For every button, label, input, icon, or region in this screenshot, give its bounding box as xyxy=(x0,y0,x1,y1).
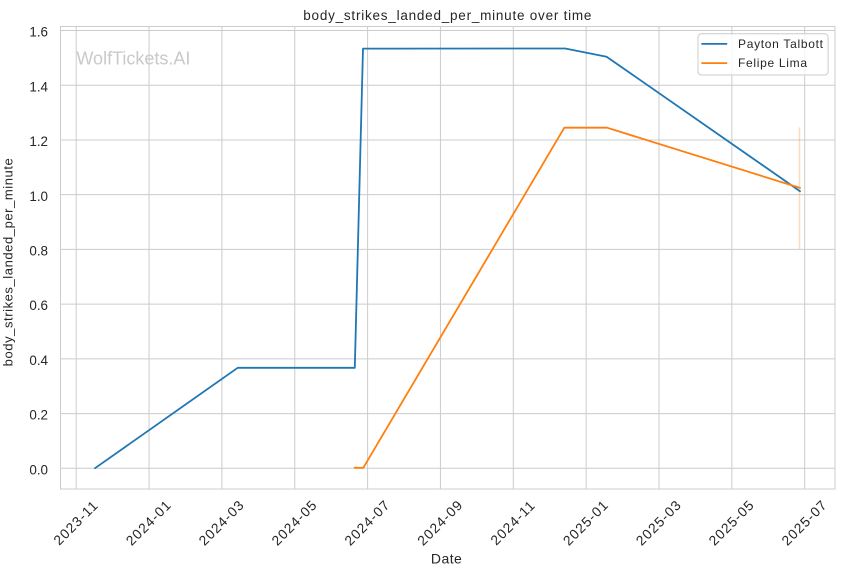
svg-text:body_strikes_landed_per_minute: body_strikes_landed_per_minute xyxy=(1,158,16,367)
svg-text:1.4: 1.4 xyxy=(29,79,48,94)
svg-text:0.6: 0.6 xyxy=(29,298,48,313)
svg-text:0.2: 0.2 xyxy=(29,408,48,423)
svg-text:WolfTickets.AI: WolfTickets.AI xyxy=(76,48,190,68)
svg-text:1.6: 1.6 xyxy=(29,25,48,40)
svg-text:Felipe Lima: Felipe Lima xyxy=(738,56,808,70)
svg-text:1.2: 1.2 xyxy=(29,134,48,149)
svg-text:0.0: 0.0 xyxy=(29,462,48,477)
svg-text:Payton Talbott: Payton Talbott xyxy=(738,37,824,51)
svg-text:0.8: 0.8 xyxy=(29,244,48,259)
svg-text:0.4: 0.4 xyxy=(29,353,48,368)
svg-text:1.0: 1.0 xyxy=(29,189,48,204)
svg-text:body_strikes_landed_per_minute: body_strikes_landed_per_minute over time xyxy=(303,8,592,23)
svg-text:Date: Date xyxy=(431,551,462,567)
